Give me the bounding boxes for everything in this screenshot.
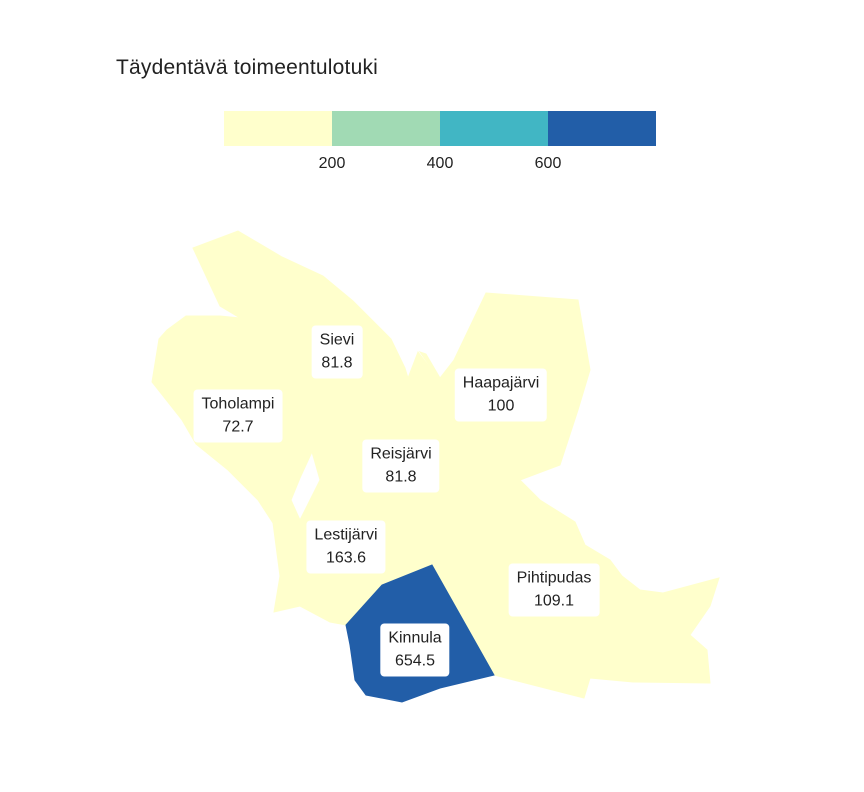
legend-tick-600: 600 xyxy=(534,155,562,172)
legend-swatch-3 xyxy=(440,111,548,146)
label-haapajarvi-name: Haapajärvi xyxy=(462,374,540,392)
label-lestijarvi-name: Lestijärvi xyxy=(314,526,378,544)
label-toholampi-name: Toholampi xyxy=(201,395,275,413)
legend-swatch-1 xyxy=(224,111,332,146)
label-reisjarvi-name: Reisjärvi xyxy=(370,445,432,463)
label-kinnula: Kinnula 654.5 xyxy=(380,623,450,677)
map-title: Täydentävä toimeentulotuki xyxy=(116,56,379,79)
label-haapajarvi: Haapajärvi 100 xyxy=(454,368,548,422)
label-reisjarvi: Reisjärvi 81.8 xyxy=(362,439,440,493)
label-pihtipudas-name: Pihtipudas xyxy=(516,569,592,587)
legend-tick-400: 400 xyxy=(426,155,454,172)
label-lestijarvi-value: 163.6 xyxy=(325,549,367,567)
label-pihtipudas: Pihtipudas 109.1 xyxy=(508,563,600,617)
label-reisjarvi-value: 81.8 xyxy=(385,468,417,486)
label-sievi: Sievi 81.8 xyxy=(311,325,363,379)
label-kinnula-value: 654.5 xyxy=(394,652,436,670)
legend-tick-200: 200 xyxy=(318,155,346,172)
color-legend xyxy=(224,111,656,146)
label-sievi-value: 81.8 xyxy=(321,354,353,372)
label-haapajarvi-value: 100 xyxy=(487,397,515,415)
legend-swatch-4 xyxy=(548,111,656,146)
label-pihtipudas-value: 109.1 xyxy=(533,592,575,610)
label-kinnula-name: Kinnula xyxy=(388,629,442,647)
label-toholampi-value: 72.7 xyxy=(222,418,254,436)
label-sievi-name: Sievi xyxy=(319,331,355,349)
label-lestijarvi: Lestijärvi 163.6 xyxy=(306,520,386,574)
legend-swatch-2 xyxy=(332,111,440,146)
label-toholampi: Toholampi 72.7 xyxy=(193,389,283,443)
